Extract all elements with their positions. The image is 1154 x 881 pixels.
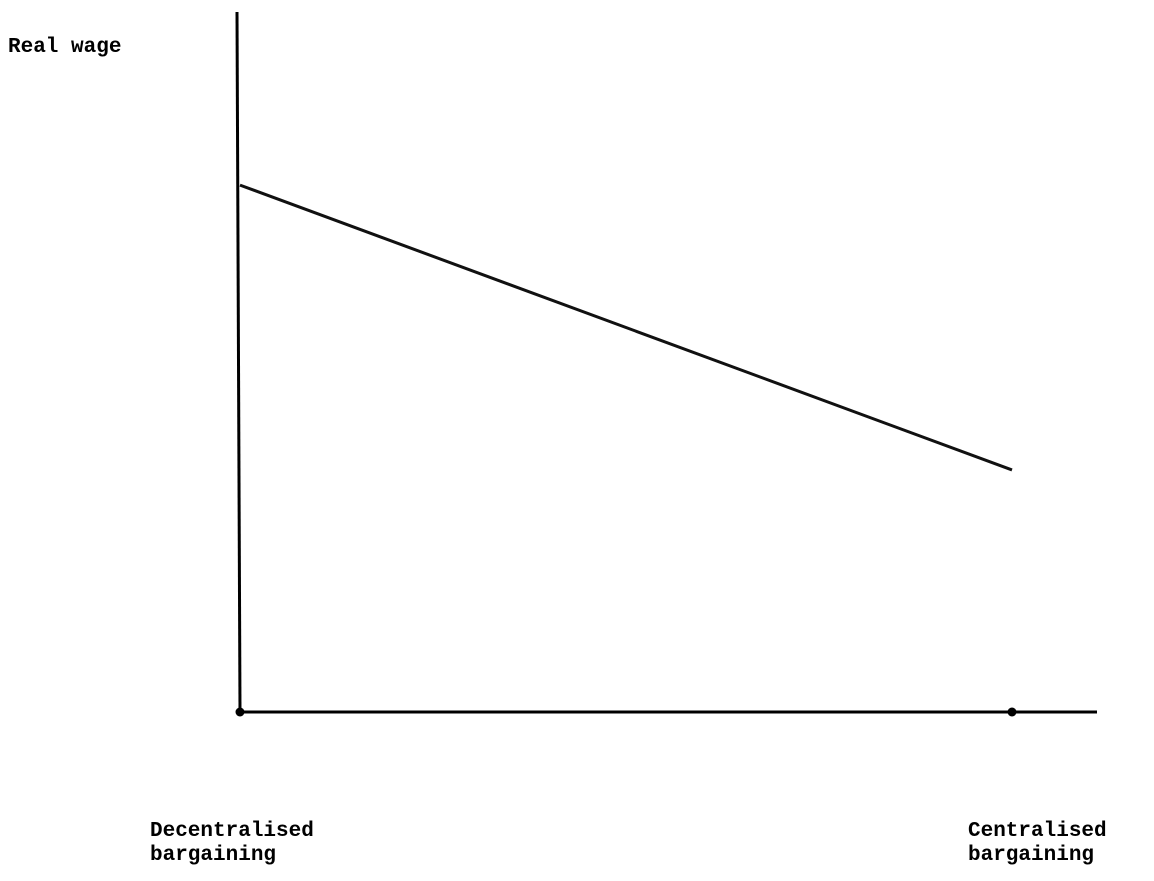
y-axis <box>235 11 242 713</box>
x-category-label-line: bargaining <box>968 844 1095 867</box>
x-category-label-decentralised: Decentralised bargaining <box>150 820 314 868</box>
series-line <box>239 183 1013 472</box>
x-axis-tick-dot <box>235 707 245 717</box>
x-category-label-line: Centralised <box>968 820 1107 843</box>
x-category-label-line: Decentralised <box>150 820 314 843</box>
y-axis-label: Real wage <box>8 36 122 59</box>
x-category-label-centralised: Centralised bargaining <box>968 820 1107 868</box>
x-axis-tick-dot <box>1007 707 1017 717</box>
x-category-label-line: bargaining <box>150 844 277 867</box>
